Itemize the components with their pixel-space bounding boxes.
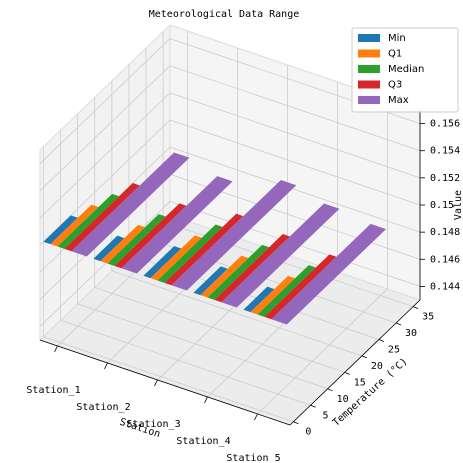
z-axis-title: Value xyxy=(453,190,463,220)
z-tick-label: 0.156 xyxy=(430,119,460,130)
x-tick xyxy=(54,345,58,353)
legend-label: Median xyxy=(388,64,424,75)
legend-swatch xyxy=(358,49,380,58)
grid-line xyxy=(111,270,362,357)
bar xyxy=(164,213,244,286)
bar xyxy=(107,214,166,266)
x-tick-label: Station_1 xyxy=(26,385,80,396)
x-tick xyxy=(154,379,158,387)
z-tick-label: 0.144 xyxy=(430,281,460,292)
grid-line xyxy=(169,92,421,179)
grid-line xyxy=(169,146,421,233)
legend-swatch xyxy=(358,80,380,89)
grid-line xyxy=(169,119,421,206)
z-tick-label: 0.15 xyxy=(430,200,454,211)
bar xyxy=(57,193,120,249)
x-tick xyxy=(254,413,258,421)
legend-label: Min xyxy=(388,33,406,44)
legend: Min Q1 Median Q3 Max xyxy=(351,27,459,113)
grid-line xyxy=(39,92,171,219)
legend-swatch xyxy=(358,65,380,73)
grid-line xyxy=(60,319,311,406)
bar xyxy=(64,183,140,252)
y-tick-label: 5 xyxy=(323,410,329,421)
grid-line xyxy=(43,336,294,423)
bar xyxy=(157,224,223,283)
bar xyxy=(214,234,290,303)
bar xyxy=(193,266,228,296)
z-tick-label: 0.152 xyxy=(430,173,460,184)
z-tick-label: 0.148 xyxy=(430,227,460,238)
bar xyxy=(50,204,99,247)
legend-swatch xyxy=(358,96,380,104)
x-tick-label: Station_4 xyxy=(176,436,230,447)
y-tick-label: 30 xyxy=(405,328,417,339)
z-tick-label: 0.146 xyxy=(430,254,460,265)
y-tick xyxy=(395,322,402,326)
bar xyxy=(250,275,296,315)
bar xyxy=(100,224,146,264)
bar xyxy=(257,265,316,317)
y-tick xyxy=(413,306,419,309)
y-tick xyxy=(327,388,333,392)
legend-label: Q1 xyxy=(388,49,402,60)
z-tick-label: 0.154 xyxy=(430,146,460,157)
y-tick xyxy=(310,404,316,408)
bar xyxy=(221,203,340,308)
bar xyxy=(207,244,270,300)
bar xyxy=(114,203,187,269)
y-tick xyxy=(293,421,299,425)
grid-line xyxy=(257,288,388,415)
y-tick xyxy=(378,339,385,342)
y-tick xyxy=(361,355,367,359)
grid-line xyxy=(77,303,328,390)
x-tick xyxy=(104,362,108,370)
bar xyxy=(121,176,233,274)
grid-line xyxy=(39,65,171,192)
grid-line xyxy=(94,286,345,373)
y-axis-line xyxy=(289,299,421,426)
x-tick-label: Station_2 xyxy=(76,402,130,413)
legend-label: Max xyxy=(388,95,409,106)
y-tick-label: 35 xyxy=(422,312,434,323)
x-tick-label: Station_5 xyxy=(226,453,280,463)
y-tick-label: 25 xyxy=(388,344,400,355)
bar xyxy=(271,223,387,325)
x-axis-line xyxy=(39,339,291,426)
chart-title: Meteorological Data Range xyxy=(149,9,300,20)
bar xyxy=(71,152,190,257)
legend-box xyxy=(351,27,459,113)
bar xyxy=(143,246,182,279)
grid-line xyxy=(169,65,421,152)
bar xyxy=(200,255,249,298)
y-tick-label: 15 xyxy=(354,377,366,388)
grid-line xyxy=(39,201,171,327)
bar xyxy=(43,215,78,245)
grid-line xyxy=(39,38,171,164)
bar xyxy=(243,286,275,313)
bar xyxy=(264,254,337,320)
y-tick xyxy=(344,371,350,375)
legend-swatch xyxy=(358,34,380,42)
x-tick-label: Station_3 xyxy=(126,419,180,430)
bars xyxy=(43,152,387,325)
bar xyxy=(150,235,202,281)
y-tick-label: 10 xyxy=(337,394,349,405)
x-tick xyxy=(204,396,208,404)
y-tick-label: 0 xyxy=(305,427,311,438)
bar xyxy=(171,179,297,291)
legend-label: Q3 xyxy=(388,80,402,91)
y-tick-label: 20 xyxy=(371,361,383,372)
bar xyxy=(93,235,125,262)
